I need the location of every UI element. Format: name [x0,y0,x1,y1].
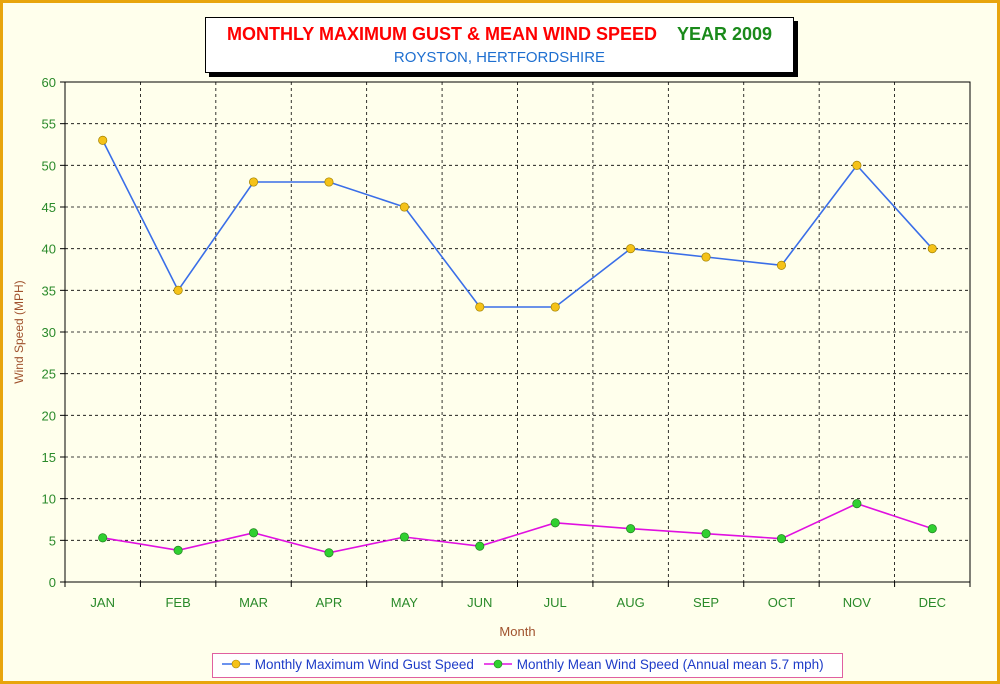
data-point-gust [852,160,862,170]
legend-gust-swatch-icon [222,659,250,669]
data-point-gust [173,285,183,295]
y-tick-label: 50 [42,158,56,173]
data-point-mean [701,529,711,539]
data-point-gust [399,202,409,212]
data-point-mean [550,518,560,528]
title-line: MONTHLY MAXIMUM GUST & MEAN WIND SPEED YE… [206,24,793,45]
x-tick-label: AUG [617,595,645,610]
y-axis-title: Wind Speed (MPH) [12,280,26,383]
data-point-mean [324,548,334,558]
legend-gust-label: Monthly Maximum Wind Gust Speed [254,657,474,672]
data-point-gust [776,260,787,270]
data-point-gust [324,177,334,187]
chart-title-box: MONTHLY MAXIMUM GUST & MEAN WIND SPEED YE… [205,17,794,73]
data-point-gust [98,135,108,145]
data-point-gust [248,177,259,187]
x-tick-label: NOV [843,595,872,610]
x-tick-label: JUN [467,595,492,610]
data-point-mean [927,524,937,534]
data-point-gust [701,252,711,262]
x-tick-label: SEP [693,595,719,610]
data-point-gust [626,244,636,254]
y-tick-label: 40 [42,242,56,257]
data-point-mean [248,528,259,538]
y-tick-label: 45 [42,200,56,215]
legend-mean-label: Monthly Mean Wind Speed (Annual mean 5.7… [516,657,824,672]
data-point-mean [98,533,108,543]
legend-item-mean: Monthly Mean Wind Speed (Annual mean 5.7… [483,657,824,672]
y-tick-label: 30 [42,325,56,340]
x-tick-label: MAR [239,595,268,610]
y-tick-label: 55 [42,117,56,132]
chart-legend: Monthly Maximum Wind Gust Speed Monthly … [212,653,843,678]
x-tick-label: DEC [919,595,946,610]
y-tick-label: 20 [42,408,56,423]
x-axis-title: Month [499,624,535,639]
chart-year: YEAR 2009 [676,24,773,44]
x-tick-label: OCT [768,595,796,610]
legend-mean-swatch-icon [484,659,512,669]
x-tick-label: JAN [90,595,115,610]
series-line-mean [102,502,933,554]
data-point-gust [550,302,560,312]
data-point-mean [399,532,409,542]
y-tick-label: 25 [42,367,56,382]
x-tick-label: MAY [391,595,419,610]
series-line-gust [101,139,933,308]
data-point-mean [475,541,485,551]
x-tick-label: FEB [165,595,190,610]
data-point-mean [852,499,862,509]
data-point-mean [776,534,787,544]
y-tick-label: 10 [42,492,56,507]
x-tick-label: APR [316,595,343,610]
y-tick-label: 60 [42,75,56,90]
data-point-mean [173,545,183,555]
data-point-gust [475,302,485,312]
y-tick-label: 15 [42,450,56,465]
y-tick-label: 35 [42,283,56,298]
chart-subtitle: ROYSTON, HERTFORDSHIRE [393,49,606,66]
legend-item-gust: Monthly Maximum Wind Gust Speed [221,657,474,672]
x-tick-label: JUL [544,595,567,610]
data-point-mean [626,524,636,534]
data-point-gust [927,244,937,254]
y-tick-label: 0 [49,575,56,590]
y-tick-label: 5 [49,533,56,548]
chart-title: MONTHLY MAXIMUM GUST & MEAN WIND SPEED [226,24,657,44]
